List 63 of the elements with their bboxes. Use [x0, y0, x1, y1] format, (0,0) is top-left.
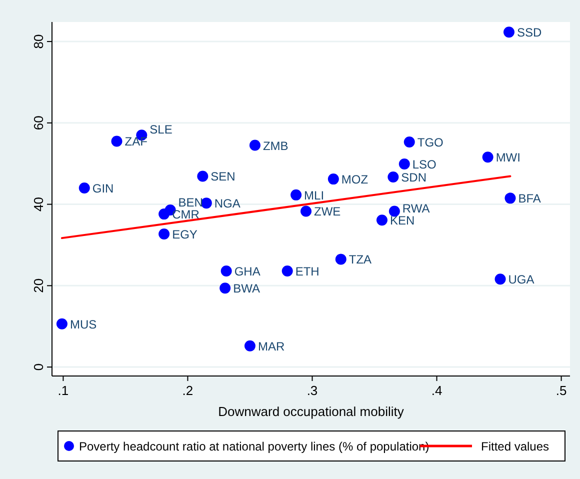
point	[220, 282, 231, 294]
annotation: GIN	[92, 182, 114, 196]
point	[290, 189, 302, 200]
annotation: BFA	[518, 192, 541, 206]
annotation: RWA	[402, 202, 430, 216]
annotation: TGO	[417, 136, 444, 150]
annotation: LSO	[412, 158, 436, 172]
point	[197, 170, 208, 182]
point	[200, 198, 212, 209]
point	[158, 228, 170, 240]
y-tick-label: 20	[31, 278, 46, 293]
y-tick-label: 80	[31, 34, 46, 49]
annotation: EGY	[172, 227, 198, 242]
annotation: BWA	[233, 282, 260, 296]
point	[335, 254, 346, 265]
annotation: KEN	[390, 214, 415, 228]
point	[78, 182, 90, 194]
point	[328, 174, 339, 185]
annotation: MAR	[258, 339, 285, 354]
y-tick-label: 40	[31, 197, 46, 212]
annotation: CMR	[172, 208, 200, 222]
point	[388, 206, 400, 217]
point	[249, 140, 260, 151]
y-tick-label: 60	[31, 116, 46, 130]
point	[56, 318, 68, 330]
annotation: ETH	[295, 264, 320, 279]
x-tick-label: .4	[431, 383, 442, 398]
x-tick-label: .3	[306, 383, 318, 398]
point	[503, 26, 514, 38]
point	[404, 136, 415, 148]
annotation: MOZ	[341, 172, 368, 187]
point	[300, 206, 312, 217]
x-axis-title: Downward occupational mobility	[218, 404, 404, 419]
point	[220, 266, 232, 277]
y-tick-label: 0	[31, 363, 46, 371]
annotation: SDN	[401, 170, 427, 185]
x-tick-label: .1	[58, 383, 69, 398]
annotation: MWI	[496, 150, 520, 165]
legend-label: Fitted values	[481, 440, 550, 454]
point	[376, 214, 388, 226]
annotation: SSD	[516, 26, 542, 40]
point	[388, 172, 399, 183]
annotation: MUS	[70, 317, 97, 332]
annotation: ZWE	[314, 204, 341, 219]
annotation: ZMB	[262, 138, 288, 153]
annotation: SLE	[150, 122, 172, 137]
point	[244, 340, 256, 352]
point	[111, 136, 122, 147]
point	[482, 152, 494, 163]
x-tick-label: .2	[182, 383, 194, 398]
annotation: MLI	[304, 188, 324, 202]
point	[494, 274, 506, 285]
annotation: TZA	[348, 252, 372, 267]
annotation: GHA	[234, 264, 260, 279]
annotation: NGA	[214, 196, 240, 211]
point	[398, 158, 410, 170]
x-tick-label: .5	[556, 383, 567, 398]
annotation: SEN	[210, 170, 236, 184]
point	[504, 192, 516, 204]
point	[282, 266, 293, 277]
annotation: ZAF	[124, 134, 148, 149]
annotation: UGA	[508, 272, 534, 287]
legend-label: Poverty headcount ratio at national poverty lines (% of population)	[79, 440, 430, 454]
